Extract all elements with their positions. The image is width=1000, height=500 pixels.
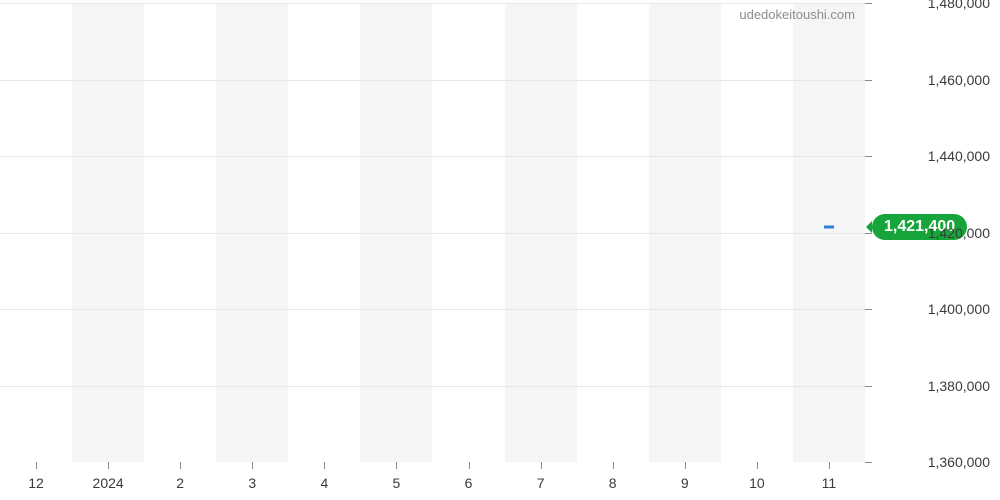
y-gridline bbox=[0, 233, 865, 234]
y-tick bbox=[865, 3, 872, 4]
y-gridline bbox=[0, 156, 865, 157]
x-axis-label: 2 bbox=[176, 475, 184, 491]
x-tick bbox=[36, 462, 37, 469]
x-tick bbox=[541, 462, 542, 469]
x-axis-label: 2024 bbox=[93, 475, 124, 491]
y-gridline bbox=[0, 386, 865, 387]
watermark-text: udedokeitoushi.com bbox=[739, 7, 855, 22]
y-gridline bbox=[0, 309, 865, 310]
y-axis-label: 1,380,000 bbox=[890, 378, 990, 394]
x-axis-label: 5 bbox=[393, 475, 401, 491]
x-tick bbox=[180, 462, 181, 469]
y-tick bbox=[865, 80, 872, 81]
y-axis-label: 1,440,000 bbox=[890, 148, 990, 164]
x-tick bbox=[829, 462, 830, 469]
x-tick bbox=[396, 462, 397, 469]
x-axis-label: 9 bbox=[681, 475, 689, 491]
x-axis-label: 11 bbox=[822, 475, 837, 491]
x-tick bbox=[469, 462, 470, 469]
chart-plot-area: udedokeitoushi.com bbox=[0, 3, 865, 462]
x-axis-label: 7 bbox=[537, 475, 545, 491]
x-axis-label: 4 bbox=[320, 475, 328, 491]
y-gridline bbox=[0, 80, 865, 81]
y-axis-label: 1,460,000 bbox=[890, 72, 990, 88]
data-marker bbox=[824, 226, 834, 229]
y-axis-label: 1,360,000 bbox=[890, 454, 990, 470]
y-axis-label: 1,400,000 bbox=[890, 301, 990, 317]
x-axis-label: 6 bbox=[465, 475, 473, 491]
y-axis-label: 1,420,000 bbox=[890, 225, 990, 241]
x-tick bbox=[252, 462, 253, 469]
x-axis-label: 10 bbox=[749, 475, 765, 491]
x-tick bbox=[108, 462, 109, 469]
y-tick bbox=[865, 156, 872, 157]
x-axis-label: 3 bbox=[248, 475, 256, 491]
x-tick bbox=[757, 462, 758, 469]
x-tick bbox=[613, 462, 614, 469]
y-tick bbox=[865, 462, 872, 463]
x-axis-label: 12 bbox=[28, 475, 44, 491]
y-tick bbox=[865, 309, 872, 310]
x-axis-label: 8 bbox=[609, 475, 617, 491]
x-tick bbox=[685, 462, 686, 469]
y-tick bbox=[865, 386, 872, 387]
y-axis-label: 1,480,000 bbox=[890, 0, 990, 11]
x-tick bbox=[324, 462, 325, 469]
y-gridline bbox=[0, 3, 865, 4]
